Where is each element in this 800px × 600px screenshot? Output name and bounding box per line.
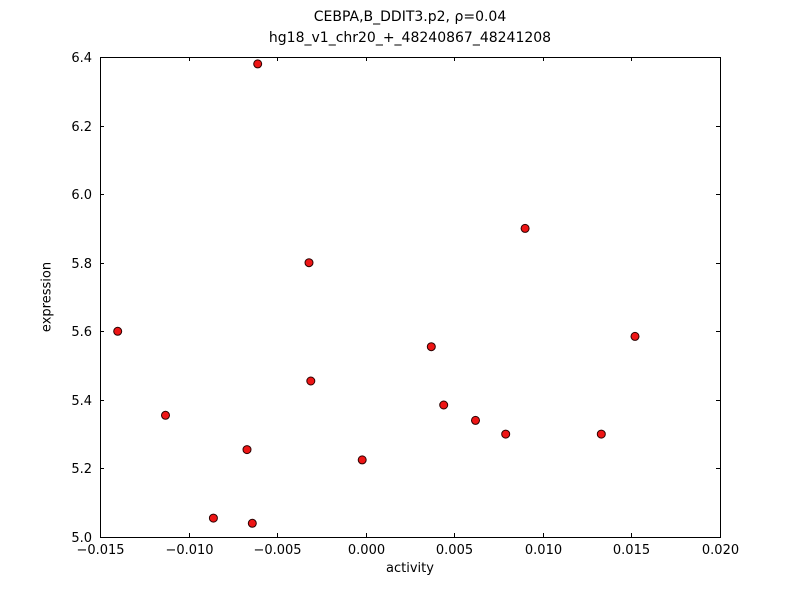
y-tick-label: 5.6 [71, 325, 92, 340]
y-tick-label: 6.0 [71, 188, 92, 203]
data-point [630, 331, 640, 341]
axes-frame [100, 57, 721, 538]
data-point [426, 342, 436, 352]
y-tick-label: 6.4 [71, 51, 92, 66]
data-point [161, 410, 170, 420]
y-tick-label: 5.8 [71, 257, 92, 272]
data-point [520, 223, 530, 233]
plot-title-line1: CEBPA,B_DDIT3.p2, ρ=0.04 [313, 9, 507, 25]
data-point [439, 400, 449, 410]
data-point [501, 429, 511, 439]
y-tick-label: 5.0 [71, 531, 92, 546]
data-point [242, 445, 252, 455]
data-point [357, 455, 367, 465]
data-point [253, 59, 263, 69]
data-point [304, 258, 314, 268]
data-point [596, 429, 606, 439]
y-axis-label: expression [39, 261, 55, 333]
data-point [306, 376, 316, 386]
x-tick-label: 0.010 [525, 543, 562, 558]
data-point [113, 326, 123, 336]
y-tick-label: 6.2 [71, 120, 92, 135]
x-tick-label: 0.020 [702, 543, 739, 558]
x-tick-label: 0.005 [436, 543, 473, 558]
x-tick-label: 0.015 [613, 543, 650, 558]
plot-title-line2: hg18_v1_chr20_+_48240867_48241208 [268, 30, 552, 46]
data-point [247, 518, 257, 528]
x-tick-label: −0.015 [76, 543, 124, 558]
y-tick-label: 5.4 [71, 394, 92, 409]
x-tick-label: −0.005 [253, 543, 301, 558]
y-tick-label: 5.2 [71, 462, 92, 477]
x-tick-label: −0.010 [165, 543, 213, 558]
data-point [208, 513, 218, 523]
x-axis-label: activity [386, 561, 434, 576]
x-tick-label: 0.000 [348, 543, 385, 558]
data-point [471, 415, 480, 425]
